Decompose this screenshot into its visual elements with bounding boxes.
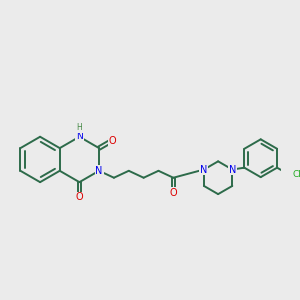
- Text: H: H: [76, 123, 82, 132]
- Text: N: N: [229, 164, 236, 175]
- Text: Cl: Cl: [292, 170, 300, 179]
- Text: O: O: [76, 192, 83, 202]
- Text: O: O: [108, 136, 116, 146]
- Text: O: O: [169, 188, 177, 198]
- Text: N: N: [95, 166, 103, 176]
- Text: N: N: [200, 164, 208, 175]
- Text: N: N: [76, 132, 83, 141]
